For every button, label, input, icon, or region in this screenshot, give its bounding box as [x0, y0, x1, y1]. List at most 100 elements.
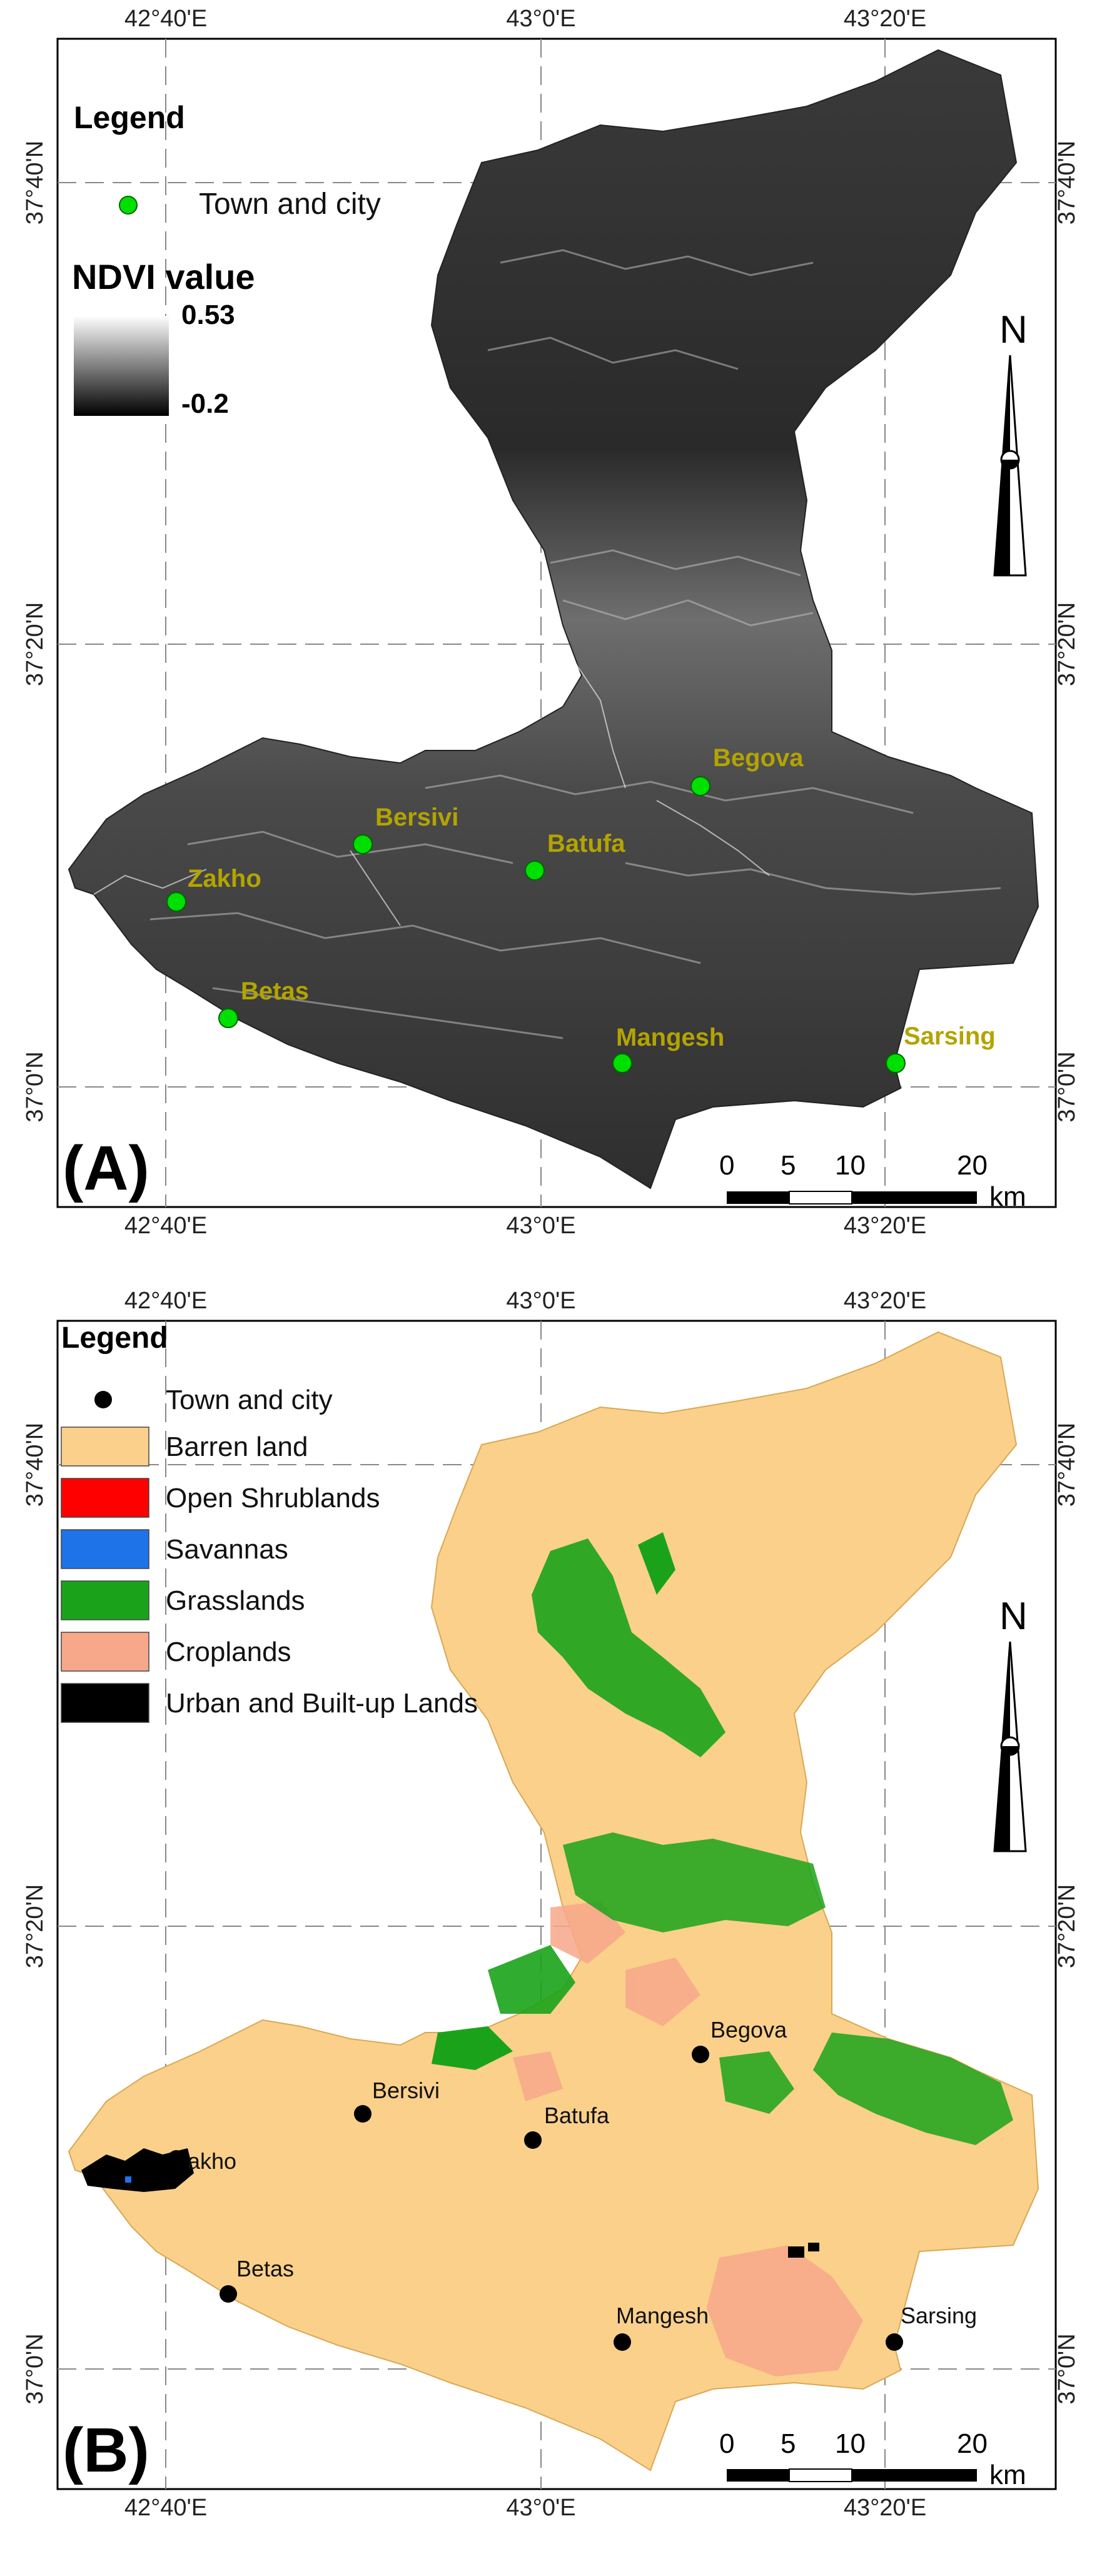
legend-swatch-croplands — [61, 1632, 149, 1672]
urban-patches — [81, 2148, 819, 2258]
map-panel-a: Legend Town and city NDVI value 0.53 -0.… — [0, 0, 1107, 1251]
town-label-mangesh: Mangesh — [616, 1024, 724, 1051]
lat-tick-left-1: 37°40'N — [22, 141, 48, 225]
town-label-betas: Betas — [241, 977, 309, 1005]
north-arrow: N — [993, 1595, 1028, 1852]
town-label-begova: Begova — [713, 744, 804, 772]
town-marker-batufa — [525, 861, 545, 881]
savanna-patch — [125, 2176, 131, 2183]
scale-label-10: 10 — [835, 1150, 866, 1181]
ndvi-colorbar — [74, 316, 169, 416]
panel-label: (A) — [63, 1133, 149, 1203]
town-marker-sarsing — [886, 2333, 903, 2351]
town-marker-sarsing — [886, 1053, 906, 1073]
lat-tick-right-2: 37°20'N — [1054, 1884, 1080, 1968]
legend-label-barren-land: Barren land — [166, 1432, 308, 1462]
lat-tick-right-3: 37°0'N — [1054, 2333, 1080, 2404]
legend-label-croplands: Croplands — [166, 1637, 291, 1667]
lon-tick-top-1: 42°40'E — [124, 1288, 207, 1314]
town-label-zakho: akho — [188, 2148, 236, 2174]
town-marker-begova — [692, 2046, 709, 2063]
lon-tick-bottom-2: 43°0'E — [506, 1213, 575, 1239]
lon-tick-bottom-3: 43°20'E — [844, 1213, 926, 1239]
lat-tick-labels-left: 37°40'N 37°20'N 37°0'N — [22, 141, 48, 1123]
town-legend-symbol — [119, 196, 138, 215]
lat-tick-right-3: 37°0'N — [1054, 1051, 1080, 1122]
lon-tick-bottom-1: 42°40'E — [124, 2495, 207, 2521]
town-label-batufa: Batufa — [547, 830, 625, 857]
lon-tick-labels-bottom: 42°40'E 43°0'E 43°20'E — [124, 1213, 926, 1239]
ndvi-max-label: 0.53 — [181, 300, 235, 330]
scale-label-20: 20 — [957, 1150, 988, 1181]
town-legend-label: Town and city — [166, 1385, 333, 1415]
town-label-zakho: Zakho — [188, 865, 261, 892]
lat-tick-labels-left: 37°40'N 37°20'N 37°0'N — [22, 1423, 48, 2405]
lat-tick-right-1: 37°40'N — [1054, 141, 1080, 225]
scale-unit: km — [989, 1181, 1026, 1212]
lon-tick-top-3: 43°20'E — [844, 6, 926, 32]
legend-label-savannas: Savannas — [166, 1534, 288, 1565]
town-marker-mangesh — [614, 2333, 631, 2351]
town-legend-label: Town and city — [199, 188, 381, 221]
lat-tick-left-2: 37°20'N — [22, 602, 48, 686]
legend-title: Legend — [74, 100, 185, 135]
legend-swatch-barren-land — [61, 1427, 149, 1467]
scale-label-20: 20 — [957, 2428, 988, 2459]
town-marker-zakho — [168, 2150, 185, 2168]
map-panel-b: Legend Town and city Barren land Open Shr… — [0, 1282, 1107, 2533]
towns: Zakho Bersivi Batufa Begova Betas Manges… — [166, 744, 996, 1073]
town-label-sarsing: Sarsing — [904, 1023, 996, 1050]
lat-tick-left-3: 37°0'N — [22, 1051, 48, 1122]
landcover-legend: Barren land Open Shrublands Savannas Grassl… — [61, 1427, 478, 1723]
town-marker-betas — [218, 1008, 238, 1028]
lon-tick-labels-top: 42°40'E 43°0'E 43°20'E — [124, 1288, 926, 1314]
scale-label-10: 10 — [835, 2428, 866, 2459]
town-label-batufa: Batufa — [544, 2103, 610, 2128]
ndvi-legend-title: NDVI value — [72, 257, 255, 296]
legend-title: Legend — [61, 1321, 168, 1355]
lat-tick-right-1: 37°40'N — [1054, 1423, 1080, 1507]
lon-tick-bottom-2: 43°0'E — [506, 2495, 575, 2521]
town-label-begova: Begova — [710, 2017, 787, 2043]
town-label-sarsing: Sarsing — [901, 2303, 977, 2328]
north-arrow: N — [993, 308, 1028, 577]
town-label-mangesh: Mangesh — [616, 2303, 709, 2328]
legend-swatch-savannas — [61, 1529, 149, 1569]
lon-tick-top-3: 43°20'E — [844, 1288, 926, 1314]
town-marker-bersivi — [354, 2105, 372, 2123]
lat-tick-left-1: 37°40'N — [22, 1423, 48, 1507]
scale-label-5: 5 — [781, 1150, 796, 1181]
legend-swatch-urban-and-built-up-lands — [61, 1683, 149, 1723]
town-label-bersivi: Bersivi — [375, 804, 458, 831]
lon-tick-labels-bottom: 42°40'E 43°0'E 43°20'E — [124, 2495, 926, 2521]
lat-tick-left-2: 37°20'N — [22, 1884, 48, 1968]
lat-tick-left-3: 37°0'N — [22, 2333, 48, 2404]
watershed-landcover-barren — [68, 1331, 1039, 2472]
watershed-ndvi-raster — [68, 49, 1039, 1190]
map-a-svg: Legend Town and city NDVI value 0.53 -0.… — [22, 6, 1080, 1239]
grasslands-patches — [432, 1532, 1013, 2145]
lon-tick-labels-top: 42°40'E 43°0'E 43°20'E — [124, 6, 926, 32]
town-marker-batufa — [524, 2131, 542, 2149]
lon-tick-top-1: 42°40'E — [124, 6, 207, 32]
scale-label-0: 0 — [719, 2428, 734, 2459]
map-b-svg: Legend Town and city Barren land Open Shr… — [22, 1288, 1080, 2521]
ndvi-min-label: -0.2 — [181, 388, 229, 419]
lon-tick-bottom-3: 43°20'E — [844, 2495, 926, 2521]
scale-bar: 0 5 10 20 km — [719, 1150, 1026, 1212]
north-label: N — [999, 1595, 1028, 1638]
town-label-bersivi: Bersivi — [372, 2078, 440, 2103]
scale-label-0: 0 — [719, 1150, 734, 1181]
ndvi-bright-valleys — [93, 662, 770, 926]
lon-tick-top-2: 43°0'E — [506, 1288, 575, 1314]
town-legend-symbol — [94, 1391, 112, 1408]
town-marker-bersivi — [353, 834, 373, 854]
legend-swatch-open-shrublands — [61, 1478, 149, 1518]
lat-tick-labels-right: 37°40'N 37°20'N 37°0'N — [1054, 1423, 1080, 2405]
towns: akho Bersivi Batufa Begova Betas Mangesh… — [168, 2017, 977, 2351]
croplands-patches — [513, 1901, 863, 2376]
ndvi-texture — [149, 249, 1001, 1039]
lat-tick-right-2: 37°20'N — [1054, 602, 1080, 686]
legend-label-open-shrublands: Open Shrublands — [166, 1483, 380, 1513]
lon-tick-top-2: 43°0'E — [506, 6, 575, 32]
